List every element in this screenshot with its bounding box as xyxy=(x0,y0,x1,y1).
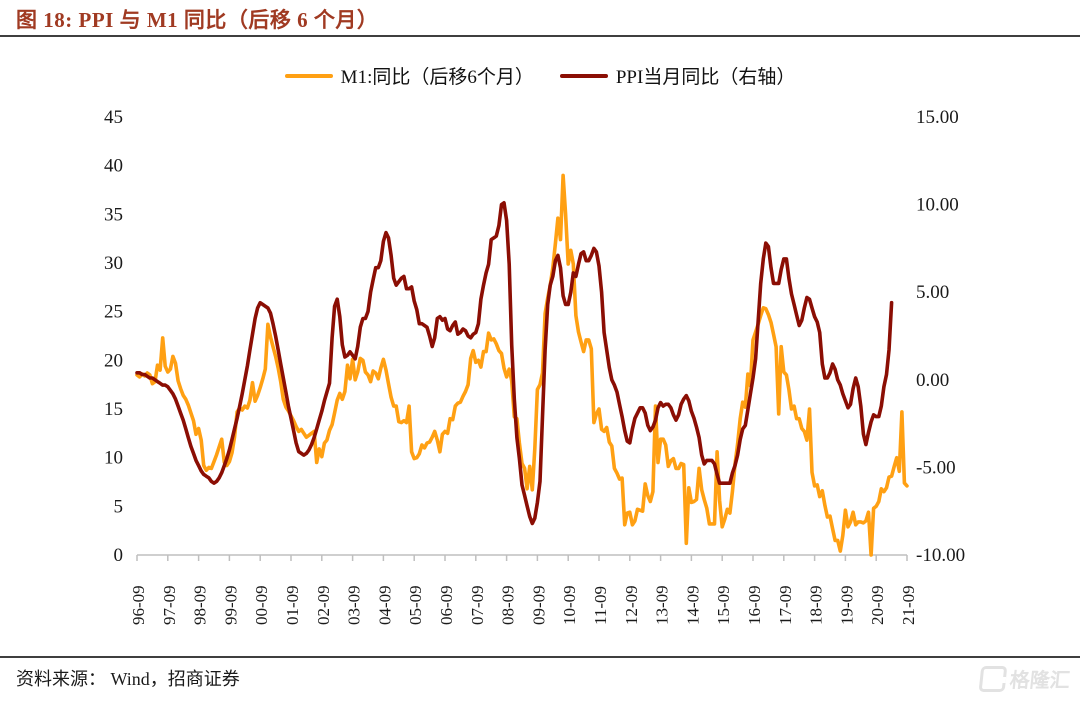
x-tick-label: 99-09 xyxy=(221,585,240,625)
x-tick-label: 04-09 xyxy=(375,585,394,625)
gelonghui-g-icon xyxy=(978,665,1008,692)
x-tick-label: 10-09 xyxy=(560,585,579,625)
x-tick-label: 11-09 xyxy=(591,586,610,625)
left-axis-label: 35 xyxy=(104,204,123,225)
legend-swatch-m1 xyxy=(284,73,333,78)
footer-divider xyxy=(0,656,1080,658)
left-axis-label: 40 xyxy=(104,156,123,177)
x-tick-label: 05-09 xyxy=(406,585,425,625)
data-source: 资料来源： Wind，招商证券 xyxy=(16,669,240,689)
legend-item-ppi: PPI当月同比（右轴） xyxy=(559,62,796,89)
left-axis-label: 25 xyxy=(104,302,123,323)
x-tick-label: 21-09 xyxy=(899,585,918,625)
right-axis-label: 0.00 xyxy=(916,370,949,391)
title-divider xyxy=(0,35,1080,37)
ppi-line xyxy=(135,201,894,526)
x-tick-label: 00-09 xyxy=(252,585,271,625)
x-tick-label: 19-09 xyxy=(837,585,856,625)
left-axis-label: 5 xyxy=(114,496,124,517)
x-tick-label: 12-09 xyxy=(622,585,641,625)
gelonghui-logo-text: 格隆汇 xyxy=(1008,670,1071,692)
x-tick-label: 98-09 xyxy=(191,585,210,625)
figure-title: 图 18: PPI 与 M1 同比（后移 6 个月） xyxy=(16,8,379,32)
x-tick-label: 97-09 xyxy=(160,585,179,625)
left-axis-label: 20 xyxy=(104,350,123,371)
x-tick-label: 17-09 xyxy=(776,585,795,625)
x-tick-label: 96-09 xyxy=(129,585,148,625)
x-tick-label: 16-09 xyxy=(745,585,764,625)
legend-swatch-ppi xyxy=(559,73,608,78)
legend-label-m1: M1:同比（后移6个月） xyxy=(340,67,534,88)
left-axis-label: 10 xyxy=(104,448,123,469)
gelonghui-logo: 格隆汇 xyxy=(978,664,1071,693)
x-tick-label: 15-09 xyxy=(714,585,733,625)
x-tick-label: 03-09 xyxy=(345,585,364,625)
chart-legend: M1:同比（后移6个月） PPI当月同比（右轴） xyxy=(0,62,1080,89)
x-tick-label: 07-09 xyxy=(468,585,487,625)
x-tick-label: 02-09 xyxy=(314,585,333,625)
legend-label-ppi: PPI当月同比（右轴） xyxy=(615,67,796,88)
x-tick-label: 18-09 xyxy=(807,585,826,625)
right-axis-label: -10.00 xyxy=(916,545,965,566)
left-axis-label: 15 xyxy=(104,399,123,420)
left-axis-label: 45 xyxy=(104,107,123,128)
x-tick-label: 20-09 xyxy=(868,585,887,625)
x-tick-label: 01-09 xyxy=(283,585,302,625)
x-tick-label: 13-09 xyxy=(653,585,672,625)
x-tick-label: 09-09 xyxy=(529,585,548,625)
right-axis-label: 5.00 xyxy=(916,282,949,303)
right-axis-label: 15.00 xyxy=(916,107,959,128)
right-axis-label: 10.00 xyxy=(916,195,959,216)
right-axis-label: -5.00 xyxy=(916,457,956,478)
left-axis-label: 0 xyxy=(114,545,124,566)
x-tick-label: 14-09 xyxy=(683,585,702,625)
legend-item-m1: M1:同比（后移6个月） xyxy=(284,62,534,89)
x-tick-label: 08-09 xyxy=(499,585,518,625)
x-tick-label: 06-09 xyxy=(437,585,456,625)
left-axis-label: 30 xyxy=(104,253,123,274)
m1-line xyxy=(135,173,909,557)
